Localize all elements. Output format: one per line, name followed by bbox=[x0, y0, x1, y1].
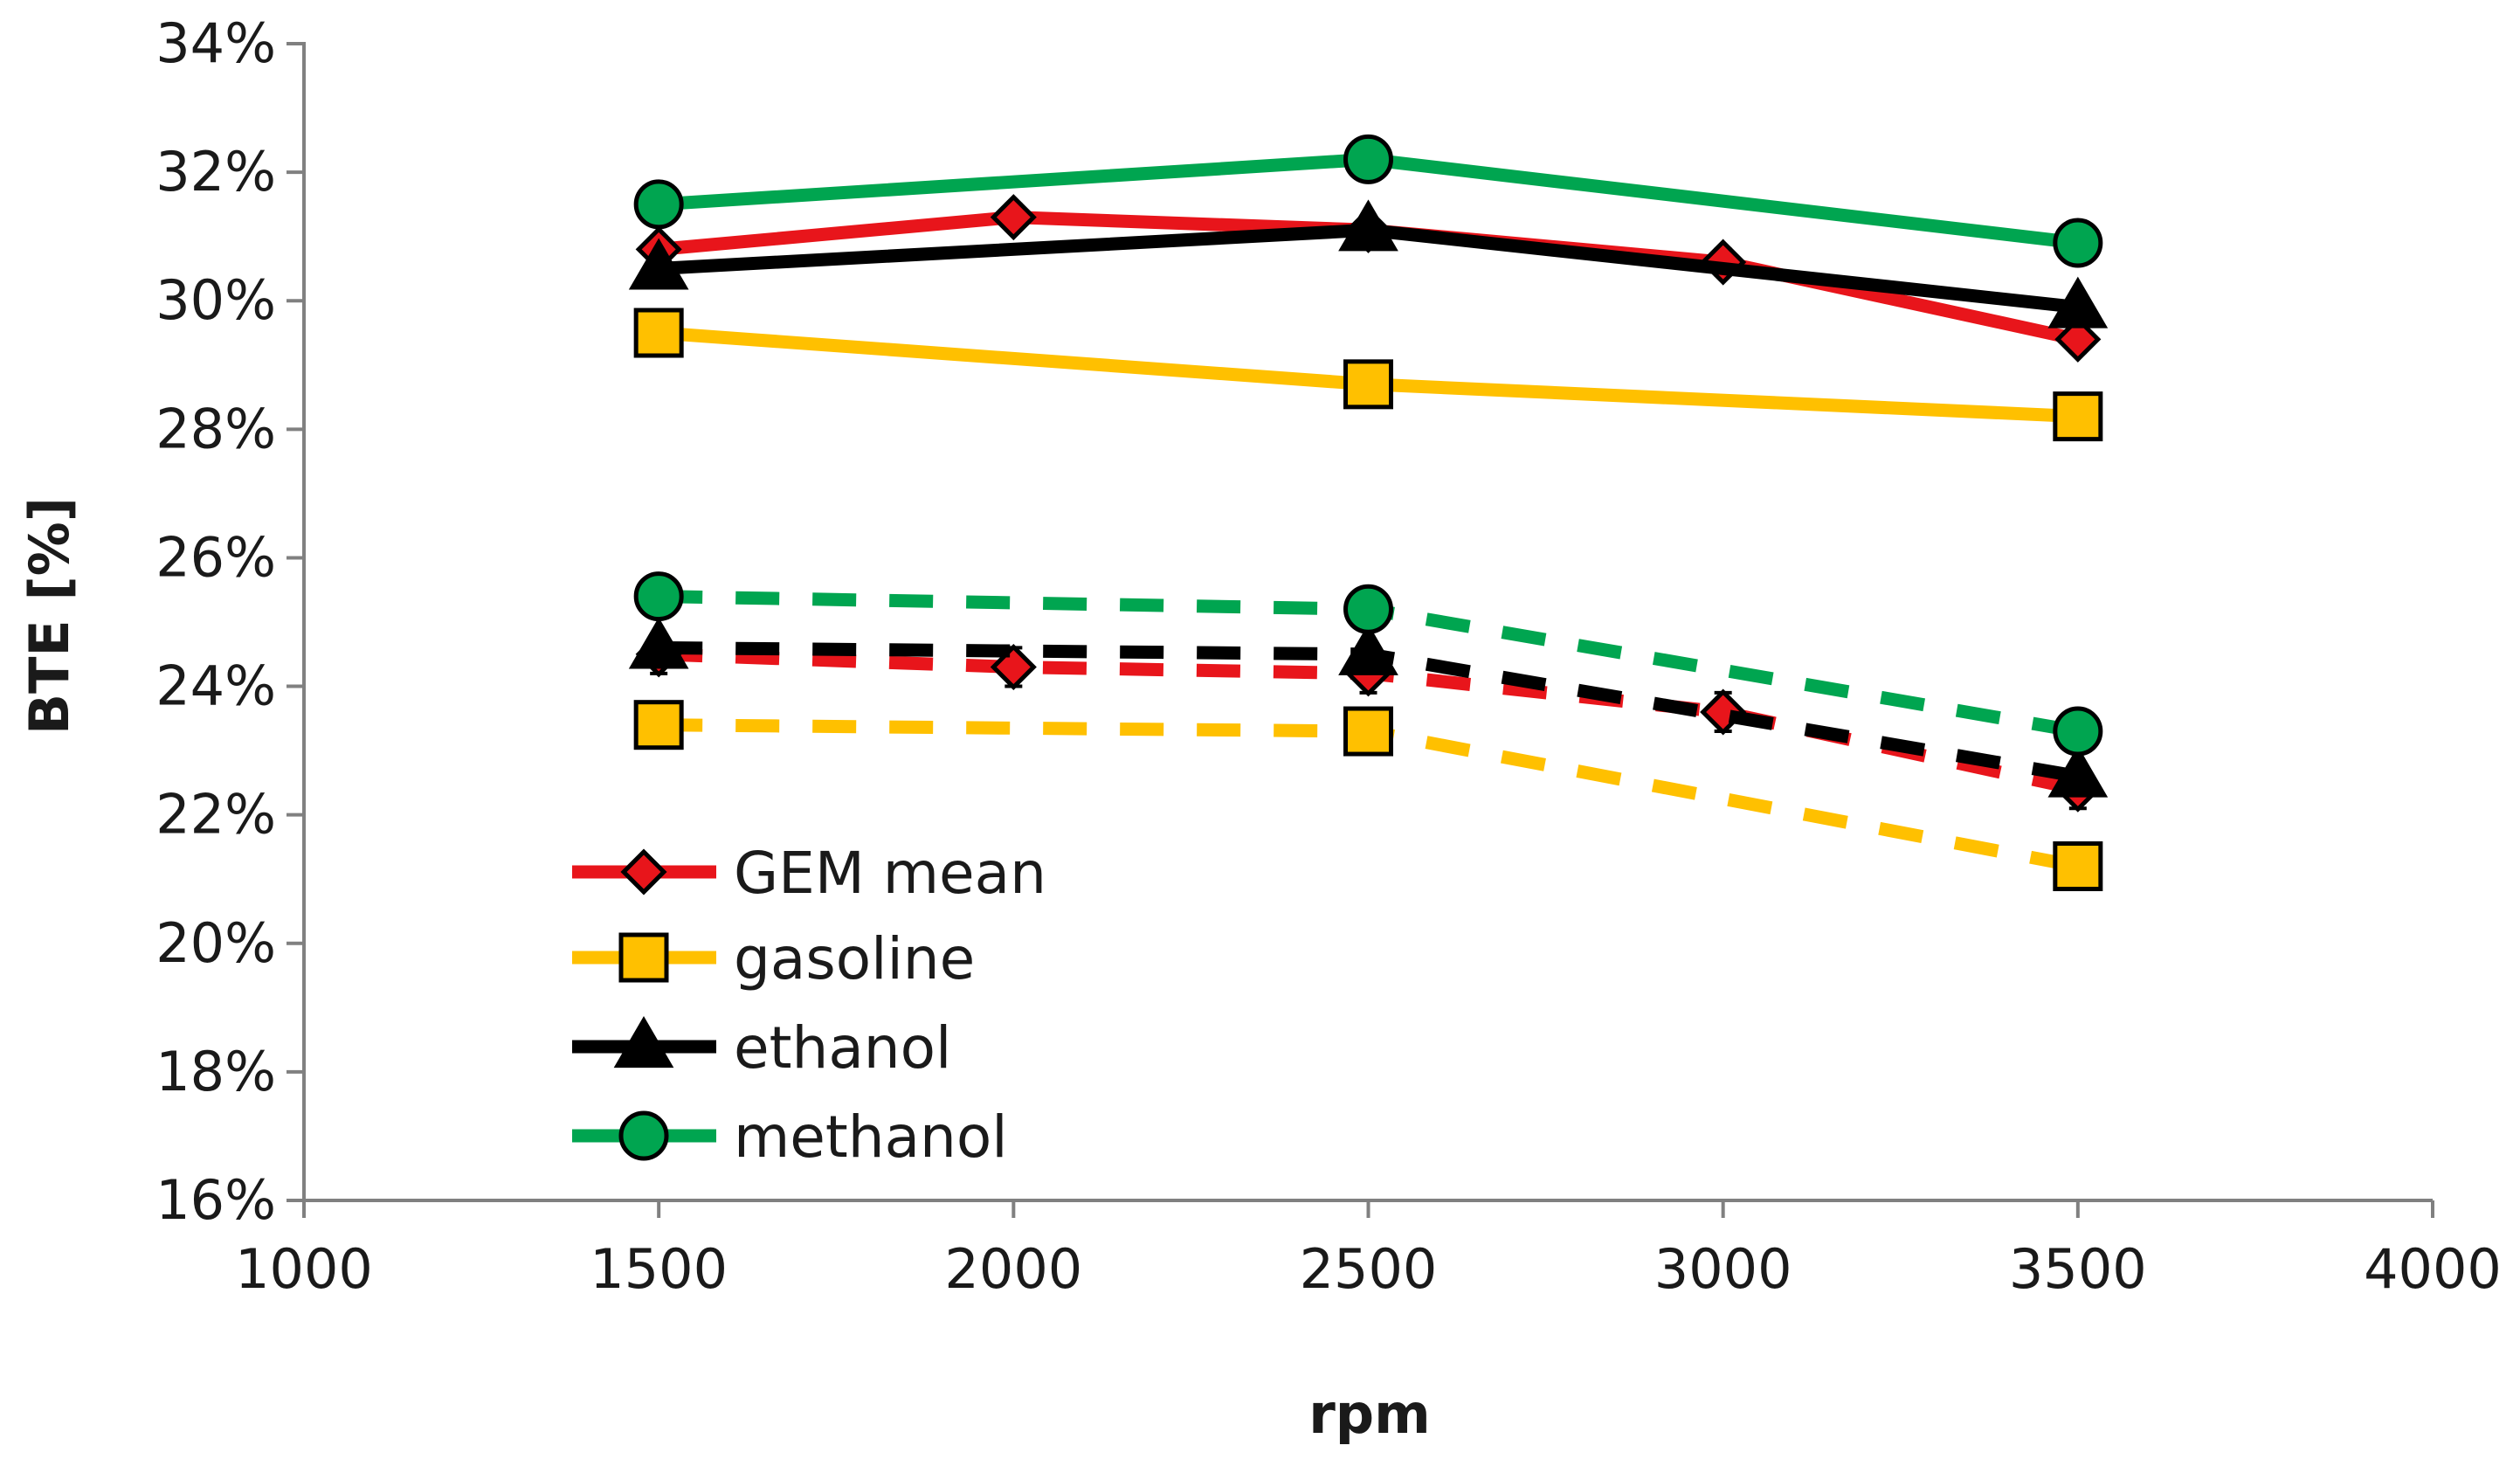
axes-layer: 1000 1500 2000 2500 3000 3500 4000 16% 18% 20% 22%… bbox=[155, 11, 2502, 1301]
data-point bbox=[1343, 359, 1393, 410]
series-gasoline-solid bbox=[633, 308, 2103, 442]
data-point bbox=[2047, 745, 2109, 798]
legend-label: gasoline bbox=[734, 925, 975, 992]
y-tick-label: 24% bbox=[155, 654, 276, 718]
data-point bbox=[2054, 315, 2102, 363]
data-point bbox=[2053, 218, 2103, 268]
y-axis-title: BTE [%] bbox=[17, 497, 81, 735]
legend-item-methanol: methanol bbox=[572, 1103, 1008, 1171]
y-tick-label: 16% bbox=[155, 1168, 276, 1232]
y-tick-label: 26% bbox=[155, 525, 276, 589]
x-tick-label: 2000 bbox=[944, 1237, 1082, 1301]
x-tick-label: 2500 bbox=[1300, 1237, 1438, 1301]
x-tick-label: 4000 bbox=[2364, 1237, 2502, 1301]
legend-item-ethanol: ethanol bbox=[572, 1014, 951, 1082]
data-point bbox=[633, 308, 684, 358]
legend-label: GEM mean bbox=[734, 840, 1046, 907]
series-ethanol-solid bbox=[628, 199, 2109, 329]
x-tick-label: 1000 bbox=[235, 1237, 373, 1301]
x-tick-label: 3000 bbox=[1654, 1237, 1792, 1301]
y-tick-label: 18% bbox=[155, 1040, 276, 1103]
y-tick-label: 34% bbox=[155, 11, 276, 75]
data-point bbox=[1343, 584, 1393, 634]
data-point bbox=[628, 617, 689, 669]
data-point bbox=[2053, 391, 2103, 442]
y-tick-label: 30% bbox=[155, 268, 276, 332]
series-methanol-dashed bbox=[633, 571, 2103, 757]
series-ethanol-dashed bbox=[628, 617, 2109, 798]
data-point bbox=[990, 194, 1037, 241]
legend-item-gasoline: gasoline bbox=[572, 925, 975, 992]
legend-marker bbox=[613, 1016, 674, 1069]
legend-label: ethanol bbox=[734, 1014, 951, 1082]
x-tick-label: 3500 bbox=[2009, 1237, 2147, 1301]
legend-marker bbox=[618, 932, 669, 983]
data-point bbox=[2047, 276, 2109, 329]
x-axis-title: rpm bbox=[1308, 1382, 1431, 1446]
data-point bbox=[1338, 623, 1398, 675]
data-point bbox=[633, 179, 684, 230]
series-layer bbox=[628, 134, 2109, 892]
legend-item-gem-mean: GEM mean bbox=[572, 840, 1046, 907]
data-point bbox=[628, 238, 689, 290]
legend: GEM mean gasoline ethanol methanol bbox=[572, 840, 1046, 1171]
data-point bbox=[2053, 841, 2103, 892]
data-point bbox=[1343, 706, 1393, 757]
series-methanol-solid bbox=[633, 134, 2103, 268]
y-tick-label: 32% bbox=[155, 140, 276, 204]
legend-marker bbox=[618, 1110, 669, 1161]
y-tick-label: 28% bbox=[155, 397, 276, 460]
data-point bbox=[633, 700, 684, 750]
series-gasoline-dashed bbox=[633, 700, 2103, 892]
data-point bbox=[2053, 706, 2103, 757]
legend-marker bbox=[620, 848, 667, 896]
data-point bbox=[633, 571, 684, 622]
legend-label: methanol bbox=[734, 1103, 1008, 1171]
data-point bbox=[1343, 134, 1393, 184]
y-tick-label: 20% bbox=[155, 911, 276, 975]
data-point bbox=[1338, 199, 1398, 252]
y-tick-label: 22% bbox=[155, 783, 276, 847]
x-tick-label: 1500 bbox=[590, 1237, 728, 1301]
